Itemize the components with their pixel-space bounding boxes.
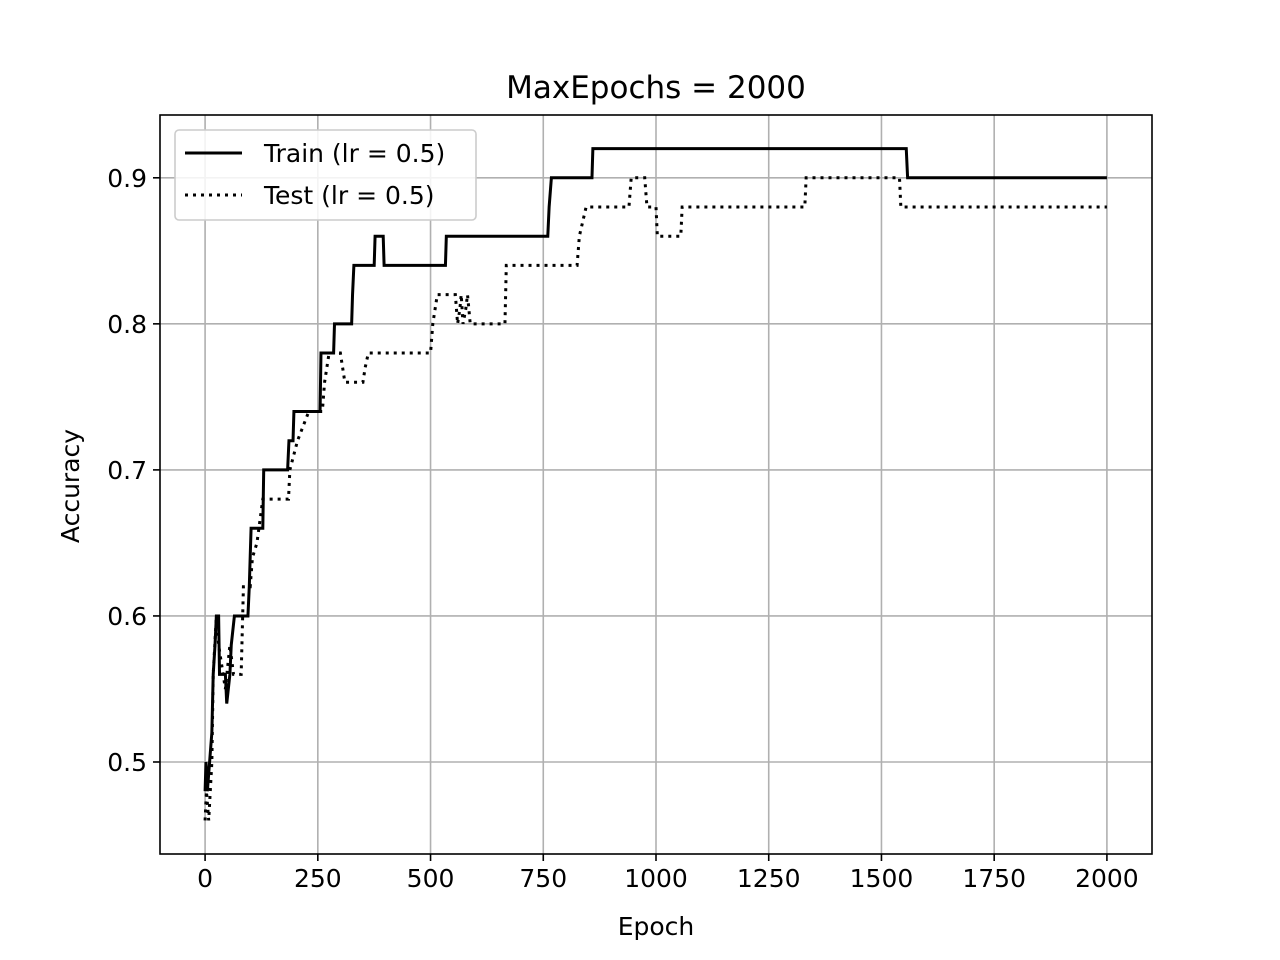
chart-title: MaxEpochs = 2000 [506, 70, 806, 106]
plot-lines [203, 147, 1107, 821]
x-axis-label: Epoch [618, 912, 695, 941]
test-accuracy-line [203, 176, 1107, 821]
x-axis-ticks: 0 250 500 750 1000 1250 1500 1750 2000 [197, 854, 1139, 893]
x-tick-label: 500 [407, 864, 455, 893]
legend: Train (lr = 0.5) Test (lr = 0.5) [174, 129, 477, 221]
legend-train-label: Train (lr = 0.5) [263, 139, 445, 168]
x-tick-label: 250 [294, 864, 342, 893]
y-tick-label: 0.6 [107, 602, 147, 631]
x-tick-label: 1750 [962, 864, 1026, 893]
y-tick-label: 0.9 [107, 164, 147, 193]
y-axis-label: Accuracy [56, 429, 85, 543]
grid-lines [160, 115, 1152, 854]
y-tick-label: 0.5 [107, 748, 147, 777]
y-tick-label: 0.7 [107, 456, 147, 485]
x-tick-label: 750 [519, 864, 567, 893]
train-accuracy-line [203, 147, 1107, 792]
legend-box [174, 129, 477, 221]
x-tick-label: 2000 [1075, 864, 1139, 893]
legend-test-label: Test (lr = 0.5) [263, 181, 435, 210]
x-tick-label: 1500 [850, 864, 914, 893]
y-axis-ticks: 0.5 0.6 0.7 0.8 0.9 [107, 164, 160, 777]
x-tick-label: 0 [197, 864, 213, 893]
x-tick-label: 1250 [737, 864, 801, 893]
y-tick-label: 0.8 [107, 310, 147, 339]
x-tick-label: 1000 [624, 864, 688, 893]
